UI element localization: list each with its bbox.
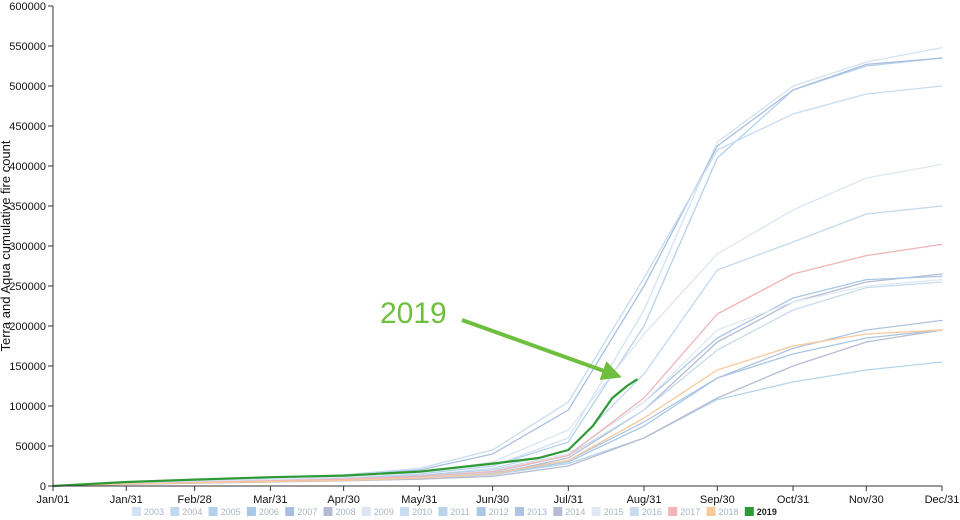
y-tick-label: 600000 [9, 1, 46, 13]
y-tick-label: 200000 [9, 321, 46, 333]
x-tick-label: May/31 [401, 494, 437, 506]
legend-label-2008: 2008 [336, 507, 356, 517]
legend-swatch-2013 [515, 507, 524, 516]
legend: 2003 2004 2005 2006 2007 2008 2009 2010 2011 2012… [132, 507, 777, 517]
y-tick-label: 150000 [9, 361, 46, 373]
legend-swatch-2011 [438, 507, 448, 516]
x-tick-label: Oct/31 [777, 494, 809, 506]
x-tick-label: Feb/28 [178, 494, 212, 506]
axes-layer: 0 50000 100000 150000 200000 250000 300000 3500… [9, 1, 959, 506]
y-tick-label: 350000 [9, 201, 46, 213]
legend-swatch-2014 [553, 507, 563, 516]
annotation-arrow [461, 318, 622, 381]
series-line-2015 [52, 278, 943, 487]
series-line-2003 [52, 46, 943, 487]
series-line-2005 [52, 57, 943, 487]
x-tick-label: Jun/30 [476, 494, 509, 506]
legend-swatch-2015 [591, 507, 601, 516]
legend-label-2009: 2009 [374, 507, 394, 517]
legend-swatch-2005 [208, 507, 218, 516]
legend-swatch-2006 [246, 507, 256, 516]
x-tick-label: Aug/31 [627, 494, 662, 506]
annotation-label: 2019 [380, 297, 447, 330]
legend-label-2010: 2010 [412, 507, 432, 517]
x-tick-label: Jul/31 [554, 494, 583, 506]
y-tick-label: 550000 [9, 41, 46, 53]
x-tick-label: Mar/31 [253, 494, 287, 506]
legend-label-2014: 2014 [565, 507, 585, 517]
annotation-layer: 2019 [380, 297, 622, 381]
legend-label-2004: 2004 [182, 507, 202, 517]
series-line-2004 [52, 205, 943, 487]
legend-label-2013: 2013 [527, 507, 547, 517]
series-line-2009 [52, 163, 943, 487]
legend-label-2011: 2011 [450, 507, 469, 517]
legend-swatch-2004 [170, 507, 180, 516]
y-tick-label: 100000 [9, 401, 46, 413]
series-line-2012 [52, 275, 943, 487]
series-line-2019 [51, 378, 638, 488]
series-line-2013 [52, 319, 943, 487]
legend-label-2015: 2015 [604, 507, 624, 517]
y-tick-label: 400000 [9, 161, 46, 173]
series-line-2018 [52, 329, 943, 487]
series-line-2016 [52, 281, 943, 487]
legend-swatch-2018 [706, 507, 716, 516]
series-line-2010 [52, 85, 943, 487]
x-tick-label: Apr/30 [327, 494, 359, 506]
legend-swatch-2019 [744, 507, 754, 516]
legend-swatch-2003 [132, 507, 141, 516]
legend-swatch-2017 [668, 507, 678, 516]
legend-label-2007: 2007 [297, 507, 317, 517]
legend-label-2005: 2005 [221, 507, 241, 517]
y-tick-label: 300000 [9, 241, 46, 253]
legend-swatch-2012 [476, 507, 486, 516]
legend-swatch-2007 [285, 507, 295, 516]
x-tick-label: Nov/30 [849, 494, 884, 506]
legend-label-2003: 2003 [144, 507, 164, 517]
y-tick-label: 50000 [15, 441, 46, 453]
legend-label-2012: 2012 [489, 507, 509, 517]
legend-label-2019: 2019 [757, 507, 777, 517]
y-tick-label: 250000 [9, 281, 46, 293]
y-axis-title: Terra and Aqua cumulative fire count [0, 140, 13, 351]
legend-label-2018: 2018 [719, 507, 739, 517]
x-tick-label: Dec/31 [925, 494, 960, 506]
legend-label-2017: 2017 [680, 507, 700, 517]
legend-swatch-2009 [361, 507, 371, 516]
legend-swatch-2010 [400, 507, 410, 516]
series-line-2007 [52, 57, 943, 487]
legend-swatch-2016 [629, 507, 639, 516]
y-tick-label: 500000 [9, 81, 46, 93]
x-tick-label: Sep/30 [700, 494, 735, 506]
legend-swatch-2008 [323, 507, 333, 516]
x-tick-label: Jan/01 [36, 494, 69, 506]
series-line-2017 [52, 243, 943, 487]
y-tick-label: 0 [40, 481, 46, 493]
y-tick-label: 450000 [9, 121, 46, 133]
legend-label-2016: 2016 [642, 507, 662, 517]
legend-label-2006: 2006 [259, 507, 279, 517]
x-tick-label: Jan/31 [110, 494, 143, 506]
series-layer [51, 46, 943, 488]
